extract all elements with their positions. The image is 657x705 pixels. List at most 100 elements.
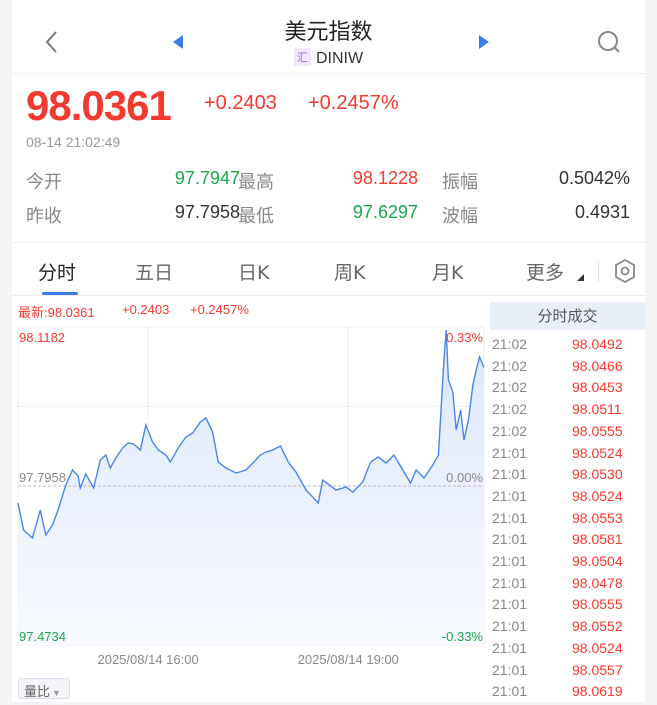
price-change-pct: +0.2457%: [308, 92, 399, 114]
trade-row: 21:01 98.0553: [490, 510, 645, 532]
stat-value: 0.5042%: [558, 168, 630, 188]
trade-time: 21:01: [492, 466, 528, 483]
trade-price: 98.0557: [572, 661, 623, 678]
trade-price: 98.0492: [572, 336, 623, 352]
trade-row: 21:02 98.0453: [490, 379, 645, 401]
tab-4[interactable]: 月K: [432, 262, 464, 284]
trade-price: 98.0478: [572, 574, 623, 591]
trade-price: 98.0555: [572, 422, 623, 439]
trade-price: 98.0552: [572, 618, 623, 635]
trade-row: 21:01 98.0524: [490, 488, 645, 510]
forex-badge: 汇: [293, 48, 311, 66]
x-tick-label: 2025/08/14 16:00: [98, 652, 199, 667]
trade-price: 98.0453: [572, 379, 623, 396]
price-line: [17, 330, 485, 540]
trade-price: 98.0524: [572, 639, 623, 656]
trade-time: 21:01: [492, 531, 528, 548]
trade-row: 21:01 98.0504: [490, 553, 645, 575]
search-icon[interactable]: [596, 29, 622, 55]
divider: [12, 73, 645, 74]
stat-value: 97.7947: [174, 168, 240, 188]
intraday-chart[interactable]: 98.1182 97.7958 97.4734 0.33% 0.00% -0.33% 202…: [12, 0, 492, 702]
y-label-mid: 97.7958: [19, 470, 66, 485]
trade-time: 21:01: [492, 639, 528, 656]
stat-label: 昨收: [26, 206, 62, 227]
trade-price: 98.0581: [572, 531, 623, 548]
trade-price: 98.0619: [572, 683, 623, 700]
trade-row: 21:01 98.0524: [490, 640, 645, 662]
trade-time: 21:02: [492, 379, 528, 396]
trade-row: 21:01 98.0552: [490, 618, 645, 640]
stat-label: 振幅: [442, 172, 478, 193]
trade-price: 98.0504: [572, 553, 623, 569]
trade-row: 21:02 98.0466: [490, 358, 645, 380]
trade-price: 98.0524: [572, 444, 623, 461]
divider: [598, 260, 599, 282]
triangle-left-icon[interactable]: [172, 34, 184, 50]
quote-timestamp: 08-14 21:02:49: [26, 134, 121, 150]
trade-row: 21:01 98.0478: [490, 575, 645, 597]
chart-change-pct: +0.2457%: [190, 302, 249, 317]
trade-time: 21:02: [492, 357, 528, 374]
trade-time: 21:01: [492, 487, 528, 504]
trade-time: 21:02: [492, 422, 528, 439]
trades-title: 分时成交: [490, 302, 645, 330]
tab-0[interactable]: 分时: [38, 262, 77, 284]
trade-row: 21:01 98.0555: [490, 596, 645, 618]
trade-price: 98.0524: [572, 487, 623, 504]
trade-time: 21:02: [492, 336, 528, 352]
active-tab-indicator: [42, 292, 78, 295]
y-label-bottom: 97.4734: [19, 629, 66, 644]
pct-label-bottom: -0.33%: [442, 629, 484, 644]
trade-row: 21:01 98.0557: [490, 662, 645, 684]
stat-label: 波幅: [442, 206, 478, 227]
trade-time: 21:01: [492, 618, 528, 635]
tab-3[interactable]: 周K: [334, 262, 366, 284]
trade-time: 21:01: [492, 553, 528, 569]
stat-value: 98.1228: [352, 168, 418, 188]
trade-row: 21:02 98.0555: [490, 423, 645, 445]
y-label-top: 98.1182: [19, 330, 65, 345]
more-corner-icon: [577, 274, 584, 281]
trade-time: 21:01: [492, 444, 528, 461]
current-price: 98.0361: [26, 82, 172, 129]
trade-row: 21:02 98.0511: [490, 401, 645, 423]
stat-value: 0.4931: [574, 202, 630, 222]
trade-time: 21:01: [492, 661, 528, 678]
divider: [12, 295, 645, 296]
indicator-label: 量比: [24, 684, 51, 699]
trade-row: 21:01 98.0530: [490, 466, 645, 488]
trade-price: 98.0466: [572, 357, 623, 374]
page-title: 美元指数: [284, 20, 373, 45]
triangle-right-icon[interactable]: [478, 34, 490, 50]
trade-time: 21:01: [492, 596, 528, 613]
quote-card: 美元指数 汇 DINIW 98.0361 +0.2403 +0.2457% 08-…: [12, 0, 645, 702]
trade-time: 21:01: [492, 574, 528, 591]
trade-row: 21:02 98.0492: [490, 336, 645, 358]
trade-time: 21:01: [492, 683, 528, 700]
trade-price: 98.0530: [572, 466, 623, 483]
trade-price: 98.0511: [572, 401, 622, 418]
tab-2[interactable]: 日K: [238, 262, 270, 284]
indicator-select[interactable]: 量比 ▼: [18, 678, 70, 699]
tab-5[interactable]: 更多: [526, 262, 565, 284]
back-icon[interactable]: [44, 30, 60, 54]
chart-latest: 最新:98.0361: [18, 305, 95, 320]
trade-price: 98.0555: [572, 596, 623, 613]
trade-row: 21:01 98.0581: [490, 531, 645, 553]
stat-label: 最低: [238, 206, 274, 227]
pct-label-mid: 0.00%: [446, 470, 483, 485]
x-tick-label: 2025/08/14 19:00: [298, 652, 399, 667]
price-change: +0.2403: [204, 92, 277, 114]
gear-icon[interactable]: [613, 258, 637, 284]
chart-change: +0.2403: [122, 302, 170, 317]
trade-time: 21:02: [492, 401, 528, 418]
symbol-code-text: DINIW: [315, 50, 364, 67]
tab-1[interactable]: 五日: [135, 262, 174, 284]
trade-price: 98.0553: [572, 509, 623, 526]
divider: [12, 242, 645, 243]
stat-value: 97.7958: [174, 202, 240, 222]
stat-label: 最高: [238, 172, 274, 193]
stat-value: 97.6297: [352, 202, 418, 222]
trade-row: 21:01 98.0524: [490, 445, 645, 467]
